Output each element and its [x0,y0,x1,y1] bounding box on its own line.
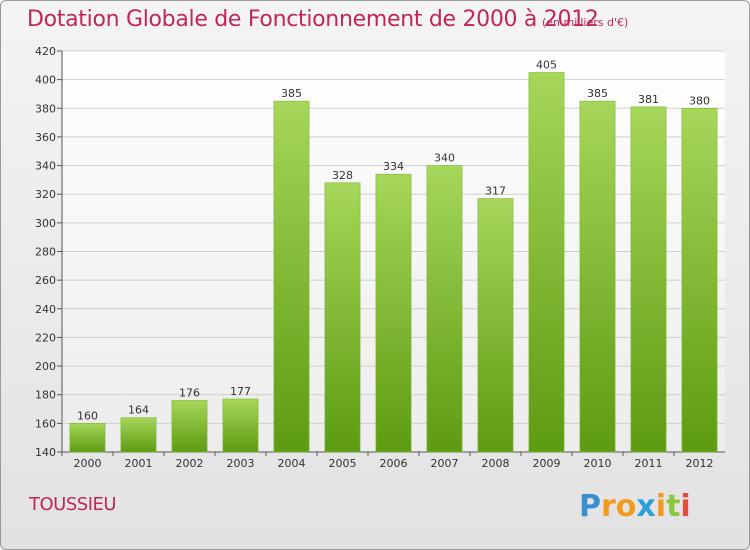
bar-2000 [69,423,106,453]
value-label-2011: 381 [638,93,659,106]
y-tick-label: 280 [35,246,56,259]
x-tick-label-2009: 2009 [533,457,561,470]
x-tick-label-2000: 2000 [74,457,102,470]
value-label-2005: 328 [332,169,353,182]
bar-2006 [375,173,412,453]
y-tick-label: 160 [35,417,56,430]
x-tick-label-2001: 2001 [125,457,153,470]
x-tick-label-2005: 2005 [329,457,357,470]
value-label-2012: 380 [689,94,710,107]
bar-2012 [681,107,718,453]
y-tick-label: 240 [35,303,56,316]
y-tick-label: 420 [35,45,56,58]
y-tick-label: 200 [35,360,56,373]
value-label-2007: 340 [434,152,455,165]
x-tick-label-2011: 2011 [635,457,663,470]
bar-2011 [630,106,667,453]
bar-2010 [579,100,616,453]
chart-unit: (en milliers d'€) [542,16,629,29]
y-tick-label: 220 [35,331,56,344]
bar-2002 [171,400,208,453]
x-tick-label-2012: 2012 [686,457,714,470]
x-tick-label-2003: 2003 [227,457,255,470]
labels: 160 2000 164 2001 176 2002 177 2003 385 2004 328 20… [74,58,714,470]
x-tick-label-2002: 2002 [176,457,204,470]
chart-title: Dotation Globale de Fonctionnement de 20… [27,7,599,32]
value-label-2009: 405 [536,58,557,71]
y-tick-label: 400 [35,74,56,87]
value-label-2000: 160 [77,409,98,422]
x-tick-label-2010: 2010 [584,457,612,470]
y-tick-label: 180 [35,389,56,402]
proxiti-logo: Proxiti [579,489,689,524]
y-tick-label: 300 [35,217,56,230]
bar-2001 [120,417,157,453]
value-label-2008: 317 [485,185,506,198]
bar-2004 [273,100,310,453]
x-tick-label-2004: 2004 [278,457,306,470]
y-tick-label: 380 [35,102,56,115]
y-tick-label: 260 [35,274,56,287]
bars [69,72,718,453]
y-tick-label: 360 [35,131,56,144]
bar-2003 [222,398,259,453]
value-label-2010: 385 [587,87,608,100]
x-tick-label-2007: 2007 [431,457,459,470]
svg-text:Proxiti: Proxiti [579,489,689,524]
bar-2008 [477,198,514,453]
y-tick-label: 320 [35,188,56,201]
bar-2007 [426,165,463,453]
value-label-2001: 164 [128,404,149,417]
x-tick-label-2006: 2006 [380,457,408,470]
value-label-2002: 176 [179,386,200,399]
value-label-2003: 177 [230,385,251,398]
value-label-2004: 385 [281,87,302,100]
y-tick-label: 140 [35,446,56,459]
value-label-2006: 334 [383,160,404,173]
bar-2009 [528,72,565,453]
bar-2005 [324,182,361,453]
y-tick-label: 340 [35,160,56,173]
x-tick-label-2008: 2008 [482,457,510,470]
commune-name: TOUSSIEU [29,494,117,515]
